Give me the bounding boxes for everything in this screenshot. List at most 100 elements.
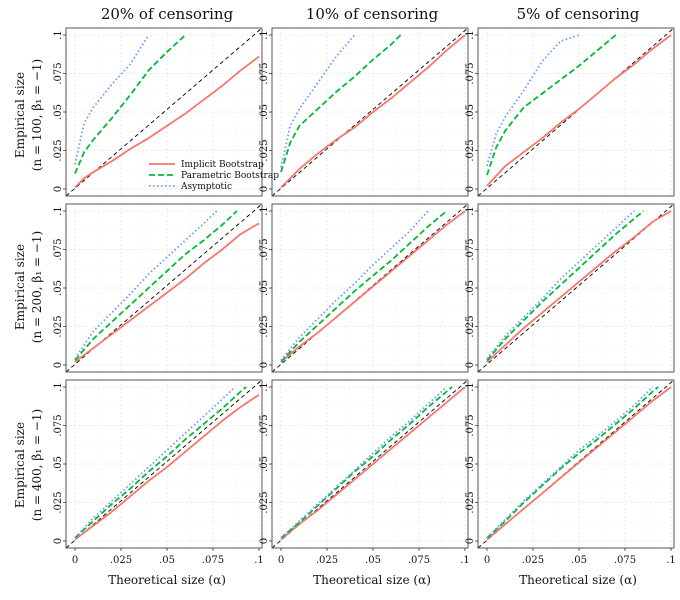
row-label-n100: Empirical size (n = 100, β₁ = −1)	[13, 59, 44, 171]
row-label-n400: Empirical size (n = 400, β₁ = −1)	[13, 409, 44, 521]
series-parametric-bootstrap-r2c1	[74, 210, 238, 361]
row-label-n400-line2: (n = 400, β₁ = −1)	[30, 409, 44, 521]
x-tick-label-r3c2: .025	[316, 555, 338, 566]
panels: 0 .025 .05 .075 .1 0 .025 .05 .075 .1 0 .025 .05 .075…	[53, 27, 676, 566]
y-tick-label-r2c2: .025	[259, 315, 270, 337]
x-tick-label-r3c2: .05	[365, 555, 381, 566]
y-tick-label-r1c3: .1	[465, 30, 476, 40]
x-tick-label-r3c2: 0	[278, 555, 284, 566]
row-label-n400-line1: Empirical size	[13, 422, 27, 508]
row-label-n200-line1: Empirical size	[13, 244, 27, 330]
panel-r3c3: 0 .025 .05 .075 .1 0 .025 .05 .075 .1	[465, 379, 676, 566]
y-tick-label-r1c3: .05	[465, 104, 476, 120]
y-tick-label-r1c3: .075	[465, 62, 476, 84]
series-parametric-bootstrap-r2c2	[280, 210, 448, 363]
y-tick-label-r2c2: .075	[259, 238, 270, 260]
y-tick-label-r3c2: .05	[259, 456, 270, 472]
y-tick-label-r1c2: .1	[259, 30, 270, 40]
x-tick-label-r3c3: .025	[522, 555, 544, 566]
y-tick-label-r3c1: .1	[53, 382, 64, 392]
legend-asymptotic-label: Asymptotic	[180, 182, 232, 192]
y-tick-label-r2c3: 0	[465, 362, 476, 368]
y-tick-label-r3c2: .1	[259, 382, 270, 392]
series-parametric-bootstrap-r1c1	[74, 34, 187, 174]
x-tick-label-r3c1: .025	[110, 555, 132, 566]
y-tick-label-r1c2: .025	[259, 139, 270, 161]
y-tick-label-r3c3: .075	[465, 414, 476, 436]
series-parametric-bootstrap-r3c3	[486, 386, 659, 539]
panel-r1c2: 0 .025 .05 .075 .1	[259, 27, 469, 197]
row-label-n200-line2: (n = 200, β₁ = −1)	[30, 231, 44, 343]
legend-parametric-label: Parametric Bootstrap	[181, 171, 279, 181]
y-tick-label-r2c1: 0	[53, 362, 64, 368]
series-implicit-bootstrap-r2c3	[486, 210, 672, 363]
y-tick-label-r1c2: .075	[259, 62, 270, 84]
series-implicit-bootstrap-r1c3	[486, 34, 672, 187]
y-tick-label-r2c3: .025	[465, 315, 476, 337]
series-parametric-bootstrap-r3c2	[280, 386, 453, 539]
col-title-20: 20% of censoring	[101, 5, 234, 23]
col-title-10: 10% of censoring	[306, 5, 439, 23]
series-implicit-bootstrap-r3c3	[486, 386, 672, 541]
y-tick-label-r1c1: .1	[53, 30, 64, 40]
y-tick-label-r2c1: .025	[53, 315, 64, 337]
y-tick-label-r2c1: .1	[53, 206, 64, 216]
series-asymptotic-r3c2	[280, 386, 448, 539]
reference-line-r3c1	[66, 380, 262, 548]
panel-r2c2: 0 .025 .05 .075 .1	[259, 203, 469, 373]
panel-r2c3: 0 .025 .05 .075 .1	[465, 203, 675, 373]
series-implicit-bootstrap-r2c2	[280, 210, 466, 363]
series-parametric-bootstrap-r1c3	[486, 34, 617, 176]
x-tick-label-r3c1: 0	[72, 555, 78, 566]
panel-r1c1: 0 .025 .05 .075 .1	[53, 27, 263, 197]
series-implicit-bootstrap-r1c1	[74, 55, 260, 189]
y-tick-label-r2c2: 0	[259, 362, 270, 368]
reference-line-r2c3	[478, 204, 674, 372]
reference-line-r1c2	[272, 28, 468, 196]
panel-r2c1: 0 .025 .05 .075 .1	[53, 203, 263, 373]
y-tick-label-r2c1: .05	[53, 280, 64, 296]
series-asymptotic-r1c3	[486, 34, 580, 167]
series-asymptotic-r2c3	[486, 210, 635, 360]
y-tick-label-r3c2: .075	[259, 414, 270, 436]
y-tick-label-r3c2: .025	[259, 491, 270, 513]
panel-r3c2: 0 .025 .05 .075 .1 0 .025 .05 .075 .1	[259, 379, 470, 566]
y-tick-label-r1c1: .05	[53, 104, 64, 120]
y-tick-label-r2c2: .1	[259, 206, 270, 216]
x-tick-label-r3c3: 0	[484, 555, 490, 566]
y-tick-label-r1c1: .075	[53, 62, 64, 84]
series-implicit-bootstrap-r3c1	[74, 393, 260, 541]
x-tick-label-r3c1: .05	[159, 555, 175, 566]
x-tick-label-r3c3: .075	[614, 555, 636, 566]
legend-implicit-label: Implicit Bootstrap	[181, 160, 264, 170]
y-tick-label-r3c3: .1	[465, 382, 476, 392]
y-tick-label-r3c2: 0	[259, 538, 270, 544]
y-tick-label-r3c1: .025	[53, 491, 64, 513]
x-tick-label-r3c3: .1	[666, 555, 676, 566]
y-tick-label-r3c3: 0	[465, 538, 476, 544]
row-label-n100-line1: Empirical size	[13, 72, 27, 158]
y-tick-label-r1c3: 0	[465, 186, 476, 192]
y-tick-label-r2c3: .075	[465, 238, 476, 260]
x-axis-label-col3: Theoretical size (α)	[519, 573, 637, 587]
series-parametric-bootstrap-r1c2	[280, 34, 402, 173]
y-tick-label-r3c1: .05	[53, 456, 64, 472]
series-parametric-bootstrap-r3c1	[74, 386, 247, 539]
y-tick-label-r1c1: .025	[53, 139, 64, 161]
series-implicit-bootstrap-r1c2	[280, 34, 466, 189]
series-implicit-bootstrap-r3c2	[280, 386, 466, 541]
row-label-n100-line2: (n = 100, β₁ = −1)	[30, 59, 44, 171]
series-asymptotic-r1c2	[280, 34, 356, 168]
x-tick-label-r3c2: .075	[408, 555, 430, 566]
y-tick-label-r1c1: 0	[53, 186, 64, 192]
panel-r3c1: 0 .025 .05 .075 .1 0 .025 .05 .075 .1	[53, 379, 264, 566]
y-tick-label-r3c1: .075	[53, 414, 64, 436]
x-tick-label-r3c3: .05	[571, 555, 587, 566]
x-tick-label-r3c2: .1	[460, 555, 470, 566]
legend: Implicit Bootstrap Parametric Bootstrap …	[149, 160, 279, 192]
x-tick-label-r3c1: .1	[254, 555, 264, 566]
series-asymptotic-r2c1	[74, 210, 218, 360]
series-parametric-bootstrap-r2c3	[486, 210, 644, 361]
y-tick-label-r2c1: .075	[53, 238, 64, 260]
